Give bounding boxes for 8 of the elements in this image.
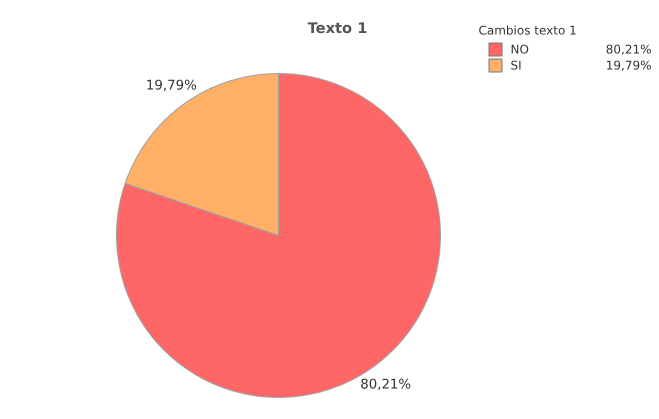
data-label: 19,79% <box>146 78 197 94</box>
data-label: 80,21% <box>360 378 412 393</box>
chart-title: Texto 1 <box>308 20 368 37</box>
text: 19,79% <box>606 58 652 72</box>
text: 80,21% <box>606 42 652 56</box>
legend-title: Cambios texto 1 <box>478 24 577 38</box>
legend-label: NO <box>510 42 529 56</box>
legend-label: SI <box>510 58 522 72</box>
